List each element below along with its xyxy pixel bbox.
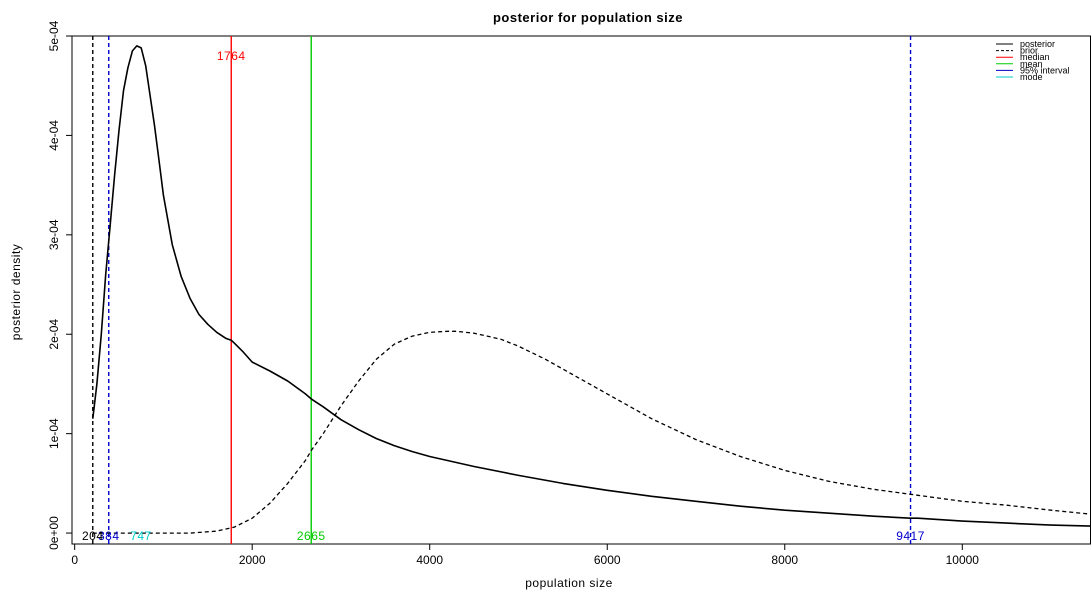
median-value-label: 1764 [217, 49, 246, 63]
mode-value-label: 747 [130, 529, 152, 543]
plot-area: 0 2000 4000 6000 8000 10000 0e+00 1e-04 2e-04 3e-… [47, 20, 1091, 567]
legend-label: median [1020, 52, 1050, 62]
legend-label: mode [1020, 72, 1043, 82]
mean-value-label: 2665 [297, 529, 326, 543]
y-axis-label: posterior density [9, 244, 23, 341]
legend-label: prior [1020, 46, 1038, 56]
y-tick-label: 2e-04 [47, 319, 61, 350]
95-interval-upper-value-label: 9417 [896, 529, 925, 543]
legend-label: posterior [1020, 39, 1055, 49]
y-tick-label: 0e+00 [47, 516, 61, 550]
x-tick-label: 2000 [239, 553, 266, 567]
95-interval-lower-value-label: 384 [98, 529, 120, 543]
y-tick-label: 3e-04 [47, 219, 61, 250]
y-tick-label: 1e-04 [47, 418, 61, 449]
y-tick-label: 5e-04 [47, 20, 61, 51]
x-tick-label: 10000 [946, 553, 980, 567]
x-axis-label: population size [525, 576, 613, 590]
y-tick-label: 4e-04 [47, 120, 61, 151]
x-tick-label: 6000 [594, 553, 621, 567]
prior-curve [92, 330, 1091, 534]
lower-bound-value-label: 204 [82, 529, 104, 543]
x-tick-label: 0 [71, 553, 78, 567]
chart-title: posterior for population size [493, 10, 683, 25]
posterior-curve [92, 45, 1091, 527]
legend-label: mean [1020, 59, 1043, 69]
x-tick-label: 4000 [416, 553, 443, 567]
x-tick-label: 8000 [771, 553, 798, 567]
legend-label: 95% interval [1020, 65, 1070, 75]
